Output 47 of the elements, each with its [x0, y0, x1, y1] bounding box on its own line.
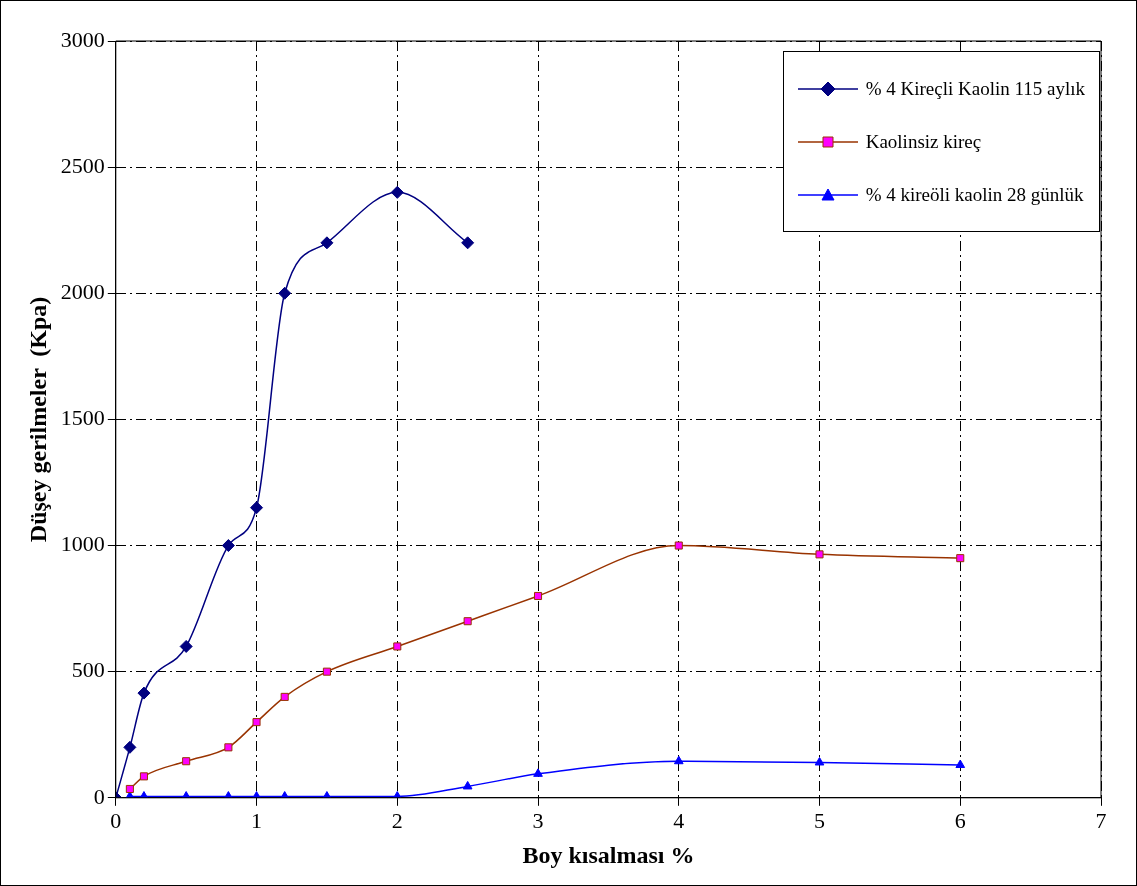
- y-tick-label: 500: [71, 657, 105, 683]
- point: [461, 236, 475, 250]
- x-tick-label: 5: [814, 807, 826, 833]
- x-axis-title: Boy kısalması %: [522, 841, 695, 868]
- y-tick-label: 1000: [60, 531, 105, 557]
- y-tick-label: 2500: [60, 152, 105, 178]
- point: [463, 617, 472, 626]
- point: [182, 757, 191, 766]
- legend-label: % 4 Kireçli Kaolin 115 aylık: [865, 77, 1085, 100]
- point: [393, 642, 402, 651]
- point: [137, 686, 151, 700]
- point: [139, 772, 148, 781]
- point: [462, 780, 473, 790]
- point: [814, 756, 825, 766]
- point: [955, 759, 966, 769]
- point: [674, 541, 683, 550]
- point: [224, 743, 233, 752]
- x-tick-label: 3: [532, 807, 544, 833]
- y-tick-label: 2000: [60, 279, 105, 305]
- point: [123, 740, 137, 754]
- point: [533, 591, 543, 601]
- point: [179, 639, 193, 653]
- point: [815, 550, 824, 559]
- y-tick-label: 1500: [60, 405, 105, 431]
- legend-label: % 4 kireöli kaolin 28 günlük: [865, 183, 1084, 206]
- point: [956, 554, 965, 563]
- point: [280, 692, 289, 701]
- point: [221, 539, 235, 553]
- x-tick-label: 1: [251, 807, 263, 833]
- point: [390, 185, 404, 199]
- x-tick-label: 7: [1095, 807, 1107, 833]
- point: [533, 768, 543, 777]
- point: [320, 236, 334, 250]
- y-axis-title: Düşey gerilmeler (Kpa): [24, 296, 51, 543]
- x-tick-label: 2: [391, 807, 403, 833]
- x-tick-label: 4: [673, 807, 685, 833]
- point: [252, 718, 261, 727]
- y-tick-label: 3000: [60, 26, 105, 52]
- x-tick-label: 6: [954, 807, 966, 833]
- point: [125, 784, 134, 794]
- legend-label: Kaolinsiz kireç: [865, 130, 982, 153]
- point: [278, 286, 292, 300]
- x-tick-label: 0: [110, 807, 122, 833]
- y-tick-label: 0: [93, 783, 105, 809]
- point: [322, 667, 331, 676]
- point: [673, 755, 684, 765]
- point: [250, 501, 264, 515]
